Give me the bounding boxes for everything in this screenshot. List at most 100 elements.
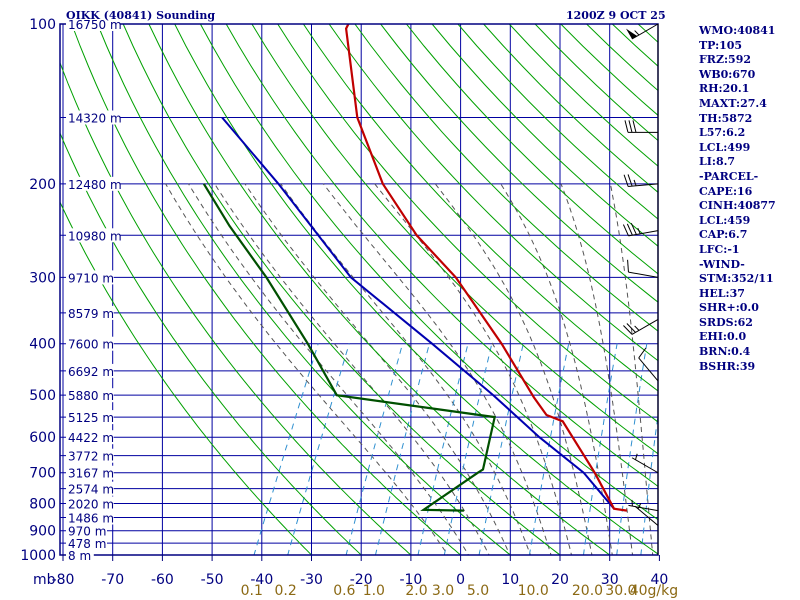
wind-barb-full <box>622 224 629 237</box>
moist-adiabat-line <box>560 183 634 555</box>
height-label-bg <box>66 496 114 511</box>
stat-item: TH:5872 <box>699 111 753 125</box>
mixing-ratio-line <box>528 343 570 555</box>
wind-barb <box>638 347 659 382</box>
temperature-label: -60 <box>151 572 174 588</box>
dry-adiabat-line <box>225 24 658 487</box>
mixing-ratio-label: 0.6 <box>333 583 355 599</box>
mixing-ratio-line <box>478 343 524 555</box>
moist-adiabat-line <box>323 183 552 555</box>
height-label: 7600 m <box>68 338 114 352</box>
wind-barb-half <box>637 503 642 510</box>
moist-adiabat-line <box>500 183 613 555</box>
wind-barb <box>622 222 659 237</box>
wind-barb-full <box>630 222 637 235</box>
plot-frame <box>59 23 659 556</box>
stat-item: LCL:459 <box>699 213 751 227</box>
stat-item: RH:20.1 <box>699 82 750 96</box>
mixing-ratio-label: 3.0 <box>432 583 454 599</box>
wind-barb-staff <box>628 230 659 237</box>
wind-barb-full <box>626 223 633 236</box>
stat-item: WMO:40841 <box>699 24 776 37</box>
temperature-label: -30 <box>300 572 323 588</box>
height-label-bg <box>66 363 114 378</box>
height-label: 5880 m <box>68 389 114 403</box>
height-label-bg <box>66 430 114 445</box>
height-label: 478 m <box>68 537 106 551</box>
mixing-ratio-label: 20.0 <box>572 583 603 599</box>
mixing-ratio-label: 10.0 <box>518 583 549 599</box>
height-label: 8 m <box>68 549 91 563</box>
chart-title: OIKK (40841) Sounding <box>66 9 216 22</box>
dry-adiabat-line <box>96 24 512 555</box>
dry-adiabat-line <box>251 24 658 455</box>
height-label-bg <box>66 410 114 425</box>
temperature-label: -10 <box>399 572 422 588</box>
temperature-label: 30 <box>601 572 619 588</box>
mixing-ratio-label: 2.0 <box>405 583 427 599</box>
stat-item: HEL:37 <box>699 286 745 300</box>
wind-barb-staff <box>631 457 659 474</box>
wind-barb-full <box>624 120 629 133</box>
mixing-ratio-line <box>345 343 404 555</box>
stat-item: TP:105 <box>699 38 743 52</box>
mixing-ratio-label: 0.2 <box>275 583 297 599</box>
height-label-bg <box>66 536 107 551</box>
height-label: 12480 m <box>68 178 122 192</box>
pressure-label: 800 <box>29 497 56 513</box>
moist-adiabat-line <box>434 183 593 555</box>
wind-barb-full <box>623 174 629 187</box>
height-label-bg <box>66 548 94 562</box>
height-label: 1486 m <box>68 512 114 526</box>
temperature-label: -80 <box>52 572 75 588</box>
moist-adiabat-line <box>374 183 573 555</box>
mixing-ratio-label: 5.0 <box>467 583 489 599</box>
mixing-ratio-label: 30.0 <box>605 583 636 599</box>
height-label: 8579 m <box>68 307 114 321</box>
stat-item: WB0:670 <box>699 67 756 81</box>
stat-item: LFC:-1 <box>699 242 740 256</box>
height-label: 2574 m <box>68 483 114 497</box>
height-label: 3772 m <box>68 450 114 464</box>
stat-item: LI:8.7 <box>699 155 736 169</box>
height-label: 6692 m <box>68 365 114 379</box>
height-label-bg <box>66 305 114 320</box>
wind-barb-full <box>632 120 637 133</box>
dry-adiabat-line <box>71 24 462 555</box>
temperature-label: 10 <box>501 572 519 588</box>
pressure-label: 1000 <box>20 548 56 564</box>
wind-barb-staff <box>638 357 659 382</box>
dewpoint-line <box>202 183 497 512</box>
stat-item: CINH:40877 <box>699 199 776 213</box>
pressure-label: 700 <box>29 466 56 482</box>
mixing-ratio-line <box>417 343 469 555</box>
dry-adiabat-line <box>405 24 658 275</box>
sounding-datetime: 1200Z 9 OCT 25 <box>566 9 666 22</box>
height-label-bg <box>66 481 114 496</box>
height-label-bg <box>66 17 121 31</box>
wind-barb-staff <box>628 183 659 187</box>
pressure-label: 300 <box>29 270 56 286</box>
height-label-bg <box>66 110 121 125</box>
wind-barb-full <box>638 347 647 359</box>
height-label-bg <box>66 228 121 243</box>
pressure-label: 100 <box>29 17 56 33</box>
stat-item: BSHR:39 <box>699 359 756 373</box>
wind-barb <box>634 503 659 526</box>
parcel-trace-line <box>221 116 615 510</box>
dry-adiabat-line <box>199 24 658 521</box>
height-label-bg <box>66 270 114 285</box>
height-label-bg <box>66 523 107 538</box>
wind-barb-full <box>623 325 633 335</box>
wind-barb-half <box>634 325 640 331</box>
wind-barb-staff <box>634 505 659 526</box>
wind-barb <box>626 23 659 40</box>
height-label-bg <box>66 336 114 351</box>
moist-adiabat-line <box>188 183 469 555</box>
height-label: 16750 m <box>68 18 122 32</box>
mixing-ratio-line <box>616 343 648 555</box>
wind-barb-full <box>627 259 629 273</box>
mixing-ratio-label: 0.1 <box>241 583 263 599</box>
wind-barb-staff <box>631 318 659 335</box>
height-label: 4422 m <box>68 431 114 445</box>
